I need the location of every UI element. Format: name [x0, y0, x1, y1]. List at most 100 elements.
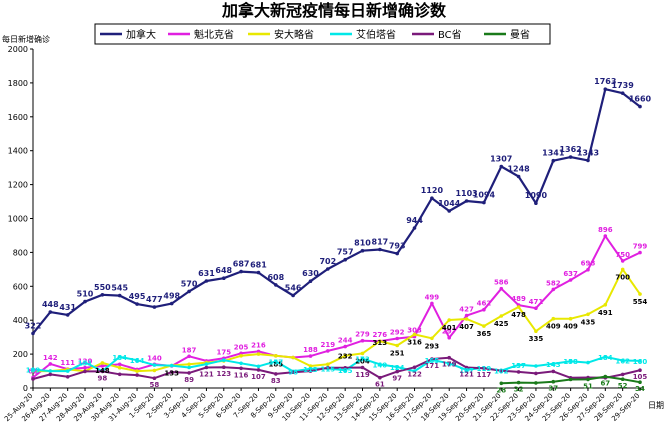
y-tick-label: 2000 — [8, 45, 28, 54]
data-point — [568, 316, 573, 321]
data-label: 105 — [338, 367, 353, 375]
data-point — [586, 312, 590, 317]
data-point — [534, 371, 538, 376]
data-label: 115 — [321, 366, 336, 374]
data-label: 793 — [389, 242, 406, 251]
data-point — [135, 302, 139, 306]
data-point — [516, 370, 521, 374]
data-point — [447, 209, 452, 213]
data-point — [534, 364, 538, 368]
data-label: 799 — [633, 243, 648, 251]
data-label: 409 — [563, 323, 578, 331]
data-point — [516, 363, 521, 367]
data-point — [83, 365, 87, 370]
data-label: 184 — [598, 354, 613, 362]
data-label: 570 — [181, 279, 198, 288]
data-point — [395, 365, 400, 369]
data-point — [464, 313, 469, 318]
data-label: 120 — [78, 358, 93, 366]
data-point — [31, 377, 35, 381]
data-label: 637 — [563, 270, 578, 278]
data-point — [117, 293, 122, 298]
data-point — [464, 199, 469, 203]
data-point — [326, 365, 330, 370]
y-tick-label: 1200 — [8, 181, 28, 190]
data-point — [135, 369, 139, 373]
data-point — [430, 196, 434, 200]
data-label: 471 — [529, 298, 544, 306]
data-point — [378, 375, 382, 380]
legend-entry: 魁北克省 — [194, 28, 234, 41]
data-point — [620, 372, 625, 377]
data-label: 165 — [425, 357, 440, 365]
data-point — [65, 375, 70, 379]
data-label: 140 — [147, 354, 162, 362]
data-label: 698 — [581, 260, 596, 268]
data-point — [447, 335, 452, 340]
data-label: 279 — [355, 331, 370, 339]
data-label: 335 — [529, 335, 544, 343]
data-point — [551, 316, 556, 321]
data-point — [65, 313, 70, 317]
series-line-1 — [32, 235, 641, 379]
data-point — [83, 369, 87, 374]
data-point — [464, 317, 469, 321]
data-point — [48, 372, 53, 377]
data-point — [256, 349, 261, 354]
data-label: 1044 — [438, 199, 461, 208]
data-point — [464, 365, 469, 370]
data-label: 142 — [43, 354, 58, 362]
data-point — [395, 343, 400, 348]
data-point — [48, 310, 53, 314]
data-label: 630 — [302, 269, 319, 278]
data-point — [499, 368, 504, 373]
data-label: 158 — [563, 358, 578, 366]
data-point — [256, 352, 261, 356]
data-point — [117, 372, 122, 377]
data-label: 28 — [496, 386, 506, 394]
data-point — [412, 365, 417, 370]
data-point — [274, 283, 278, 287]
y-tick-label: 1600 — [8, 113, 28, 122]
data-point — [620, 377, 625, 382]
data-label: 431 — [59, 303, 76, 312]
data-label: 119 — [355, 371, 370, 379]
data-label: 205 — [234, 343, 249, 351]
data-label: 98 — [288, 368, 298, 376]
data-point — [343, 257, 348, 262]
data-label: 122 — [407, 370, 422, 378]
data-label: 586 — [494, 279, 509, 287]
data-point — [620, 91, 625, 95]
data-point — [360, 351, 365, 356]
data-label: 219 — [321, 341, 336, 349]
data-point — [568, 377, 573, 382]
data-label: 448 — [42, 300, 59, 309]
data-label: 52 — [618, 382, 628, 390]
data-point — [222, 276, 226, 281]
data-point — [239, 354, 243, 358]
y-tick-label: 1400 — [8, 147, 28, 156]
data-point — [412, 369, 417, 373]
y-tick-label: 0 — [23, 384, 28, 393]
data-point — [412, 332, 417, 337]
data-label: 173 — [355, 356, 370, 364]
data-label: 499 — [425, 293, 440, 301]
y-tick-label: 200 — [13, 350, 28, 359]
data-label: 164 — [130, 357, 145, 365]
data-label: 750 — [615, 251, 630, 259]
y-tick-label: 1000 — [8, 215, 28, 224]
data-point — [395, 251, 400, 256]
data-point — [638, 250, 642, 255]
data-point — [568, 278, 573, 282]
data-label: 58 — [150, 381, 160, 389]
data-point — [516, 380, 521, 385]
data-label: 322 — [25, 321, 42, 330]
data-label: 216 — [251, 341, 266, 349]
data-label: 489 — [511, 295, 526, 303]
data-label: 160 — [633, 358, 648, 366]
data-point — [603, 374, 608, 379]
data-point — [482, 324, 486, 328]
data-label: 292 — [390, 329, 405, 337]
data-label: 102 — [494, 368, 509, 376]
